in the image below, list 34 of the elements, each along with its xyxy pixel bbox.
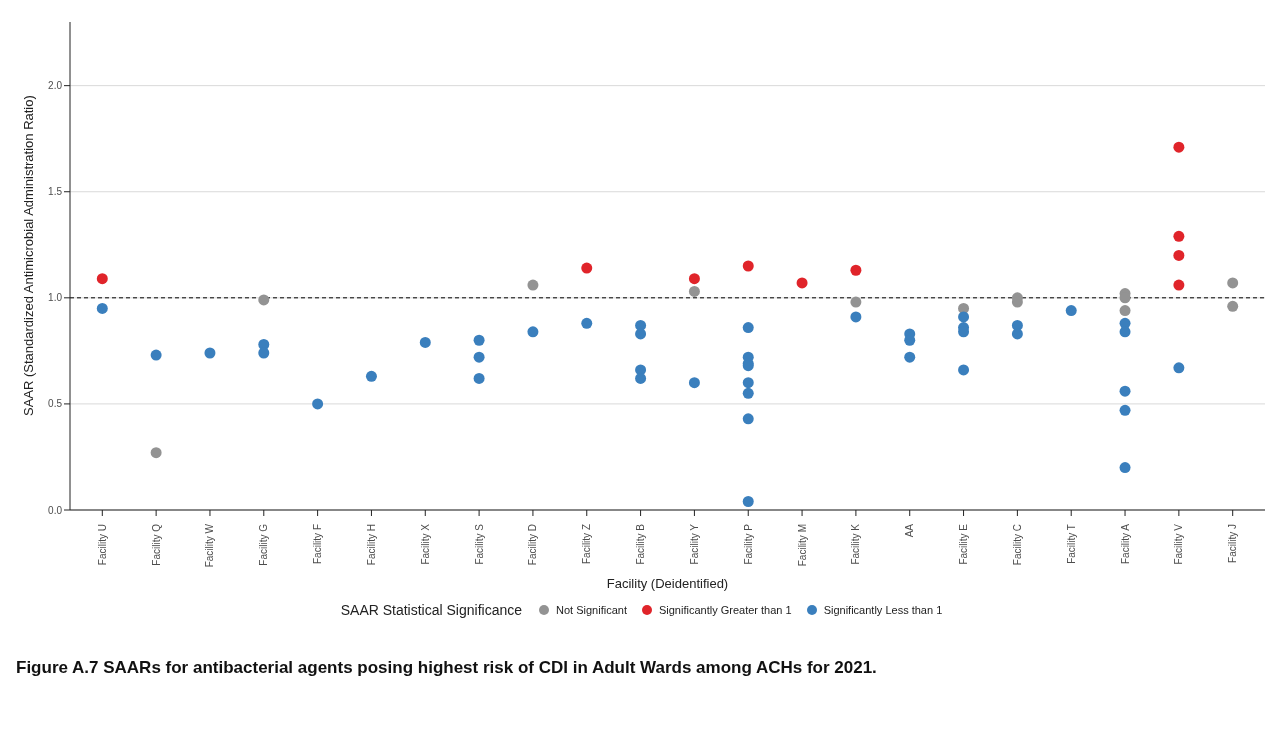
x-tick-label: Facility X — [419, 523, 431, 565]
x-tick-label: Facility B — [635, 523, 647, 565]
x-tick-label: AA — [904, 523, 916, 538]
legend-title: SAAR Statistical Significance — [340, 602, 523, 618]
legend-label: Not Significant — [555, 604, 627, 616]
x-tick-label: Facility K — [850, 523, 862, 565]
x-tick-label: Facility S — [473, 523, 485, 565]
legend-label: Significantly Greater than 1 — [657, 604, 792, 616]
x-tick-label: Facility Q — [150, 523, 162, 566]
x-tick-label: Facility V — [1173, 523, 1185, 565]
x-axis-title: Facility (Deidentified) — [606, 576, 729, 591]
y-tick-label: 1.0 — [48, 292, 63, 304]
y-tick-label: 1.5 — [48, 186, 63, 198]
x-tick-label: Facility P — [742, 523, 754, 565]
x-tick-label: Facility C — [1011, 524, 1023, 566]
x-tick-label: Facility M — [796, 524, 808, 567]
x-tick-label: Facility A — [1119, 523, 1131, 565]
x-tick-label: Facility G — [258, 523, 270, 566]
x-tick-label: Facility Z — [581, 524, 593, 564]
x-tick-label: Facility U — [96, 524, 108, 566]
x-tick-label: Facility E — [958, 523, 970, 565]
legend-label: Significantly Less than 1 — [822, 604, 943, 616]
x-tick-label: Facility Y — [688, 523, 700, 565]
x-tick-label: Facility D — [527, 524, 539, 566]
text: Figure A.7 SAARs for antibacterial agents posing highest risk of CDI in Adult Wards among ACHs for 2021. — [16, 658, 878, 678]
x-tick-label: Facility W — [204, 523, 216, 568]
y-tick-label: 0.0 — [48, 504, 63, 516]
y-axis-title: SAAR (Standardized Antimicrobial Administration Ratio) — [20, 95, 36, 416]
x-tick-label: Facility F — [312, 524, 324, 564]
y-tick-label: 2.0 — [48, 80, 63, 92]
x-tick-label: Facility H — [365, 524, 377, 566]
x-tick-label: Facility J — [1227, 524, 1239, 563]
y-tick-label: 0.5 — [48, 398, 63, 410]
x-tick-label: Facility T — [1065, 524, 1077, 564]
